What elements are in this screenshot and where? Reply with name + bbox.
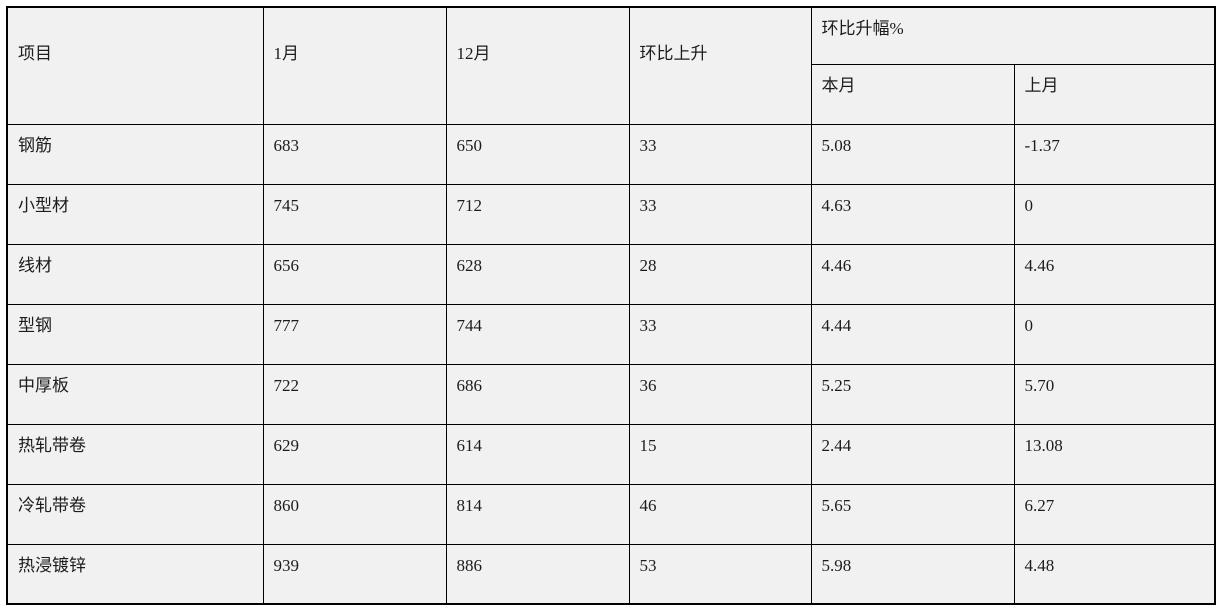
header-row-sub: 本月 上月 <box>7 63 1216 125</box>
cell-dec: 712 <box>445 183 630 245</box>
cell-mom-rise: 33 <box>628 183 812 245</box>
cell-item: 热轧带卷 <box>6 423 264 485</box>
cell-last-month: 0 <box>1013 303 1216 365</box>
header-dec: 12月 <box>445 6 630 125</box>
cell-mom-rise: 33 <box>628 303 812 365</box>
cell-this-month: 4.44 <box>810 303 1015 365</box>
cell-last-month: 13.08 <box>1013 423 1216 485</box>
cell-mom-rise: 53 <box>628 543 812 605</box>
cell-item: 型钢 <box>6 303 264 365</box>
header-this-month: 本月 <box>810 63 1015 125</box>
table-row: 型钢 777 744 33 4.44 0 <box>6 303 1216 365</box>
cell-jan: 745 <box>262 183 447 245</box>
cell-this-month: 5.08 <box>810 123 1015 185</box>
cell-this-month: 5.25 <box>810 363 1015 425</box>
cell-this-month: 2.44 <box>810 423 1015 485</box>
header-row-top: 项目 1月 12月 环比上升 环比升幅% <box>6 6 1216 125</box>
cell-item: 中厚板 <box>6 363 264 425</box>
cell-dec: 886 <box>445 543 630 605</box>
cell-last-month: 5.70 <box>1013 363 1216 425</box>
cell-last-month: 6.27 <box>1013 483 1216 545</box>
cell-jan: 860 <box>262 483 447 545</box>
cell-item: 线材 <box>6 243 264 305</box>
cell-last-month: -1.37 <box>1013 123 1216 185</box>
cell-mom-rise: 28 <box>628 243 812 305</box>
header-item: 项目 <box>6 6 264 125</box>
cell-item: 冷轧带卷 <box>6 483 264 545</box>
cell-last-month: 4.46 <box>1013 243 1216 305</box>
cell-this-month: 4.63 <box>810 183 1015 245</box>
cell-item: 热浸镀锌 <box>6 543 264 605</box>
table-row: 线材 656 628 28 4.46 4.46 <box>6 243 1216 305</box>
cell-last-month: 4.48 <box>1013 543 1216 605</box>
cell-this-month: 5.98 <box>810 543 1015 605</box>
cell-this-month: 4.46 <box>810 243 1015 305</box>
table-row: 小型材 745 712 33 4.63 0 <box>6 183 1216 245</box>
table-row: 钢筋 683 650 33 5.08 -1.37 <box>6 123 1216 185</box>
cell-jan: 656 <box>262 243 447 305</box>
table-row: 热轧带卷 629 614 15 2.44 13.08 <box>6 423 1216 485</box>
header-last-month: 上月 <box>1013 63 1216 125</box>
header-mom-rise: 环比上升 <box>628 6 812 125</box>
table-row: 热浸镀锌 939 886 53 5.98 4.48 <box>6 543 1216 605</box>
table-row: 冷轧带卷 860 814 46 5.65 6.27 <box>6 483 1216 545</box>
cell-dec: 650 <box>445 123 630 185</box>
cell-jan: 683 <box>262 123 447 185</box>
table-row: 中厚板 722 686 36 5.25 5.70 <box>6 363 1216 425</box>
cell-mom-rise: 36 <box>628 363 812 425</box>
header-jan: 1月 <box>262 6 447 125</box>
cell-dec: 686 <box>445 363 630 425</box>
cell-dec: 614 <box>445 423 630 485</box>
cell-dec: 814 <box>445 483 630 545</box>
cell-item: 钢筋 <box>6 123 264 185</box>
cell-mom-rise: 33 <box>628 123 812 185</box>
cell-mom-rise: 15 <box>628 423 812 485</box>
cell-jan: 722 <box>262 363 447 425</box>
cell-jan: 939 <box>262 543 447 605</box>
cell-item: 小型材 <box>6 183 264 245</box>
cell-this-month: 5.65 <box>810 483 1015 545</box>
cell-jan: 777 <box>262 303 447 365</box>
header-mom-pct-group: 环比升幅% <box>810 6 1216 65</box>
cell-last-month: 0 <box>1013 183 1216 245</box>
cell-dec: 628 <box>445 243 630 305</box>
cell-mom-rise: 46 <box>628 483 812 545</box>
cell-dec: 744 <box>445 303 630 365</box>
steel-price-table: 项目 1月 12月 环比上升 环比升幅% 本月 上月 钢筋 683 650 33 5.0… <box>6 6 1217 605</box>
cell-jan: 629 <box>262 423 447 485</box>
